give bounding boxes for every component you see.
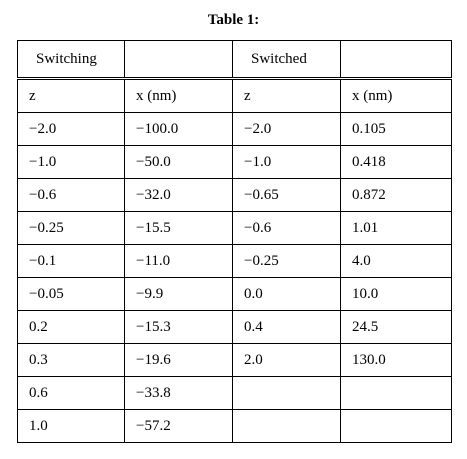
cell-z-switched	[232, 409, 341, 443]
cell-x-switched: 4.0	[340, 244, 452, 278]
table-row: −0.25 −15.5 −0.6 1.01	[17, 211, 452, 245]
group-header-switching: Switching	[17, 40, 125, 80]
cell-x-switched: 24.5	[340, 310, 452, 344]
table-row: −0.05 −9.9 0.0 10.0	[17, 277, 452, 311]
cell-z-switching: −2.0	[17, 112, 125, 146]
cell-z-switched: −0.6	[232, 211, 341, 245]
cell-x-switched: 1.01	[340, 211, 452, 245]
column-header-z-switching: z	[17, 78, 125, 113]
cell-z-switching: 0.3	[17, 343, 125, 377]
table-row: 0.3 −19.6 2.0 130.0	[17, 343, 452, 377]
table-row: 0.6 −33.8	[17, 376, 452, 410]
cell-x-switching: −15.5	[124, 211, 233, 245]
cell-z-switched	[232, 376, 341, 410]
cell-x-switching: −11.0	[124, 244, 233, 278]
table-caption: Table 1:	[207, 12, 260, 28]
cell-z-switched: −0.65	[232, 178, 341, 212]
cell-x-switching: −57.2	[124, 409, 233, 443]
group-header-row: Switching Switched	[17, 40, 452, 80]
cell-x-switching: −9.9	[124, 277, 233, 311]
table-row: 1.0 −57.2	[17, 409, 452, 443]
table-row: 0.2 −15.3 0.4 24.5	[17, 310, 452, 344]
cell-x-switching: −32.0	[124, 178, 233, 212]
table-row: −1.0 −50.0 −1.0 0.418	[17, 145, 452, 179]
cell-z-switching: −0.25	[17, 211, 125, 245]
cell-z-switched: −1.0	[232, 145, 341, 179]
group-header-empty-cell	[340, 40, 452, 80]
cell-z-switched: 0.0	[232, 277, 341, 311]
group-header-empty-cell	[124, 40, 233, 80]
cell-x-switching: −33.8	[124, 376, 233, 410]
table-row: −0.6 −32.0 −0.65 0.872	[17, 178, 452, 212]
cell-x-switching: −50.0	[124, 145, 233, 179]
cell-x-switched: 0.418	[340, 145, 452, 179]
column-header-x-switched: x (nm)	[340, 78, 452, 113]
column-header-x-switching: x (nm)	[124, 78, 233, 113]
cell-x-switching: −15.3	[124, 310, 233, 344]
cell-x-switched: 0.872	[340, 178, 452, 212]
cell-z-switched: 2.0	[232, 343, 341, 377]
column-header-z-switched: z	[232, 78, 341, 113]
cell-z-switching: 0.6	[17, 376, 125, 410]
table-body: −2.0 −100.0 −2.0 0.105 −1.0 −50.0 −1.0 0.418 −0.…	[17, 112, 452, 443]
cell-x-switched: 10.0	[340, 277, 452, 311]
cell-z-switching: −0.6	[17, 178, 125, 212]
data-table: Switching Switched z x (nm) z x (nm) −2.…	[17, 40, 452, 443]
column-header-row: z x (nm) z x (nm)	[17, 78, 452, 113]
cell-x-switching: −19.6	[124, 343, 233, 377]
cell-x-switched	[340, 409, 452, 443]
cell-z-switched: 0.4	[232, 310, 341, 344]
cell-x-switched: 0.105	[340, 112, 452, 146]
cell-x-switched	[340, 376, 452, 410]
group-header-switched: Switched	[232, 40, 341, 80]
cell-z-switching: 1.0	[17, 409, 125, 443]
cell-x-switched: 130.0	[340, 343, 452, 377]
cell-x-switching: −100.0	[124, 112, 233, 146]
cell-z-switching: −0.05	[17, 277, 125, 311]
cell-z-switching: 0.2	[17, 310, 125, 344]
cell-z-switching: −0.1	[17, 244, 125, 278]
table-row: −0.1 −11.0 −0.25 4.0	[17, 244, 452, 278]
cell-z-switching: −1.0	[17, 145, 125, 179]
cell-z-switched: −0.25	[232, 244, 341, 278]
cell-z-switched: −2.0	[232, 112, 341, 146]
table-row: −2.0 −100.0 −2.0 0.105	[17, 112, 452, 146]
